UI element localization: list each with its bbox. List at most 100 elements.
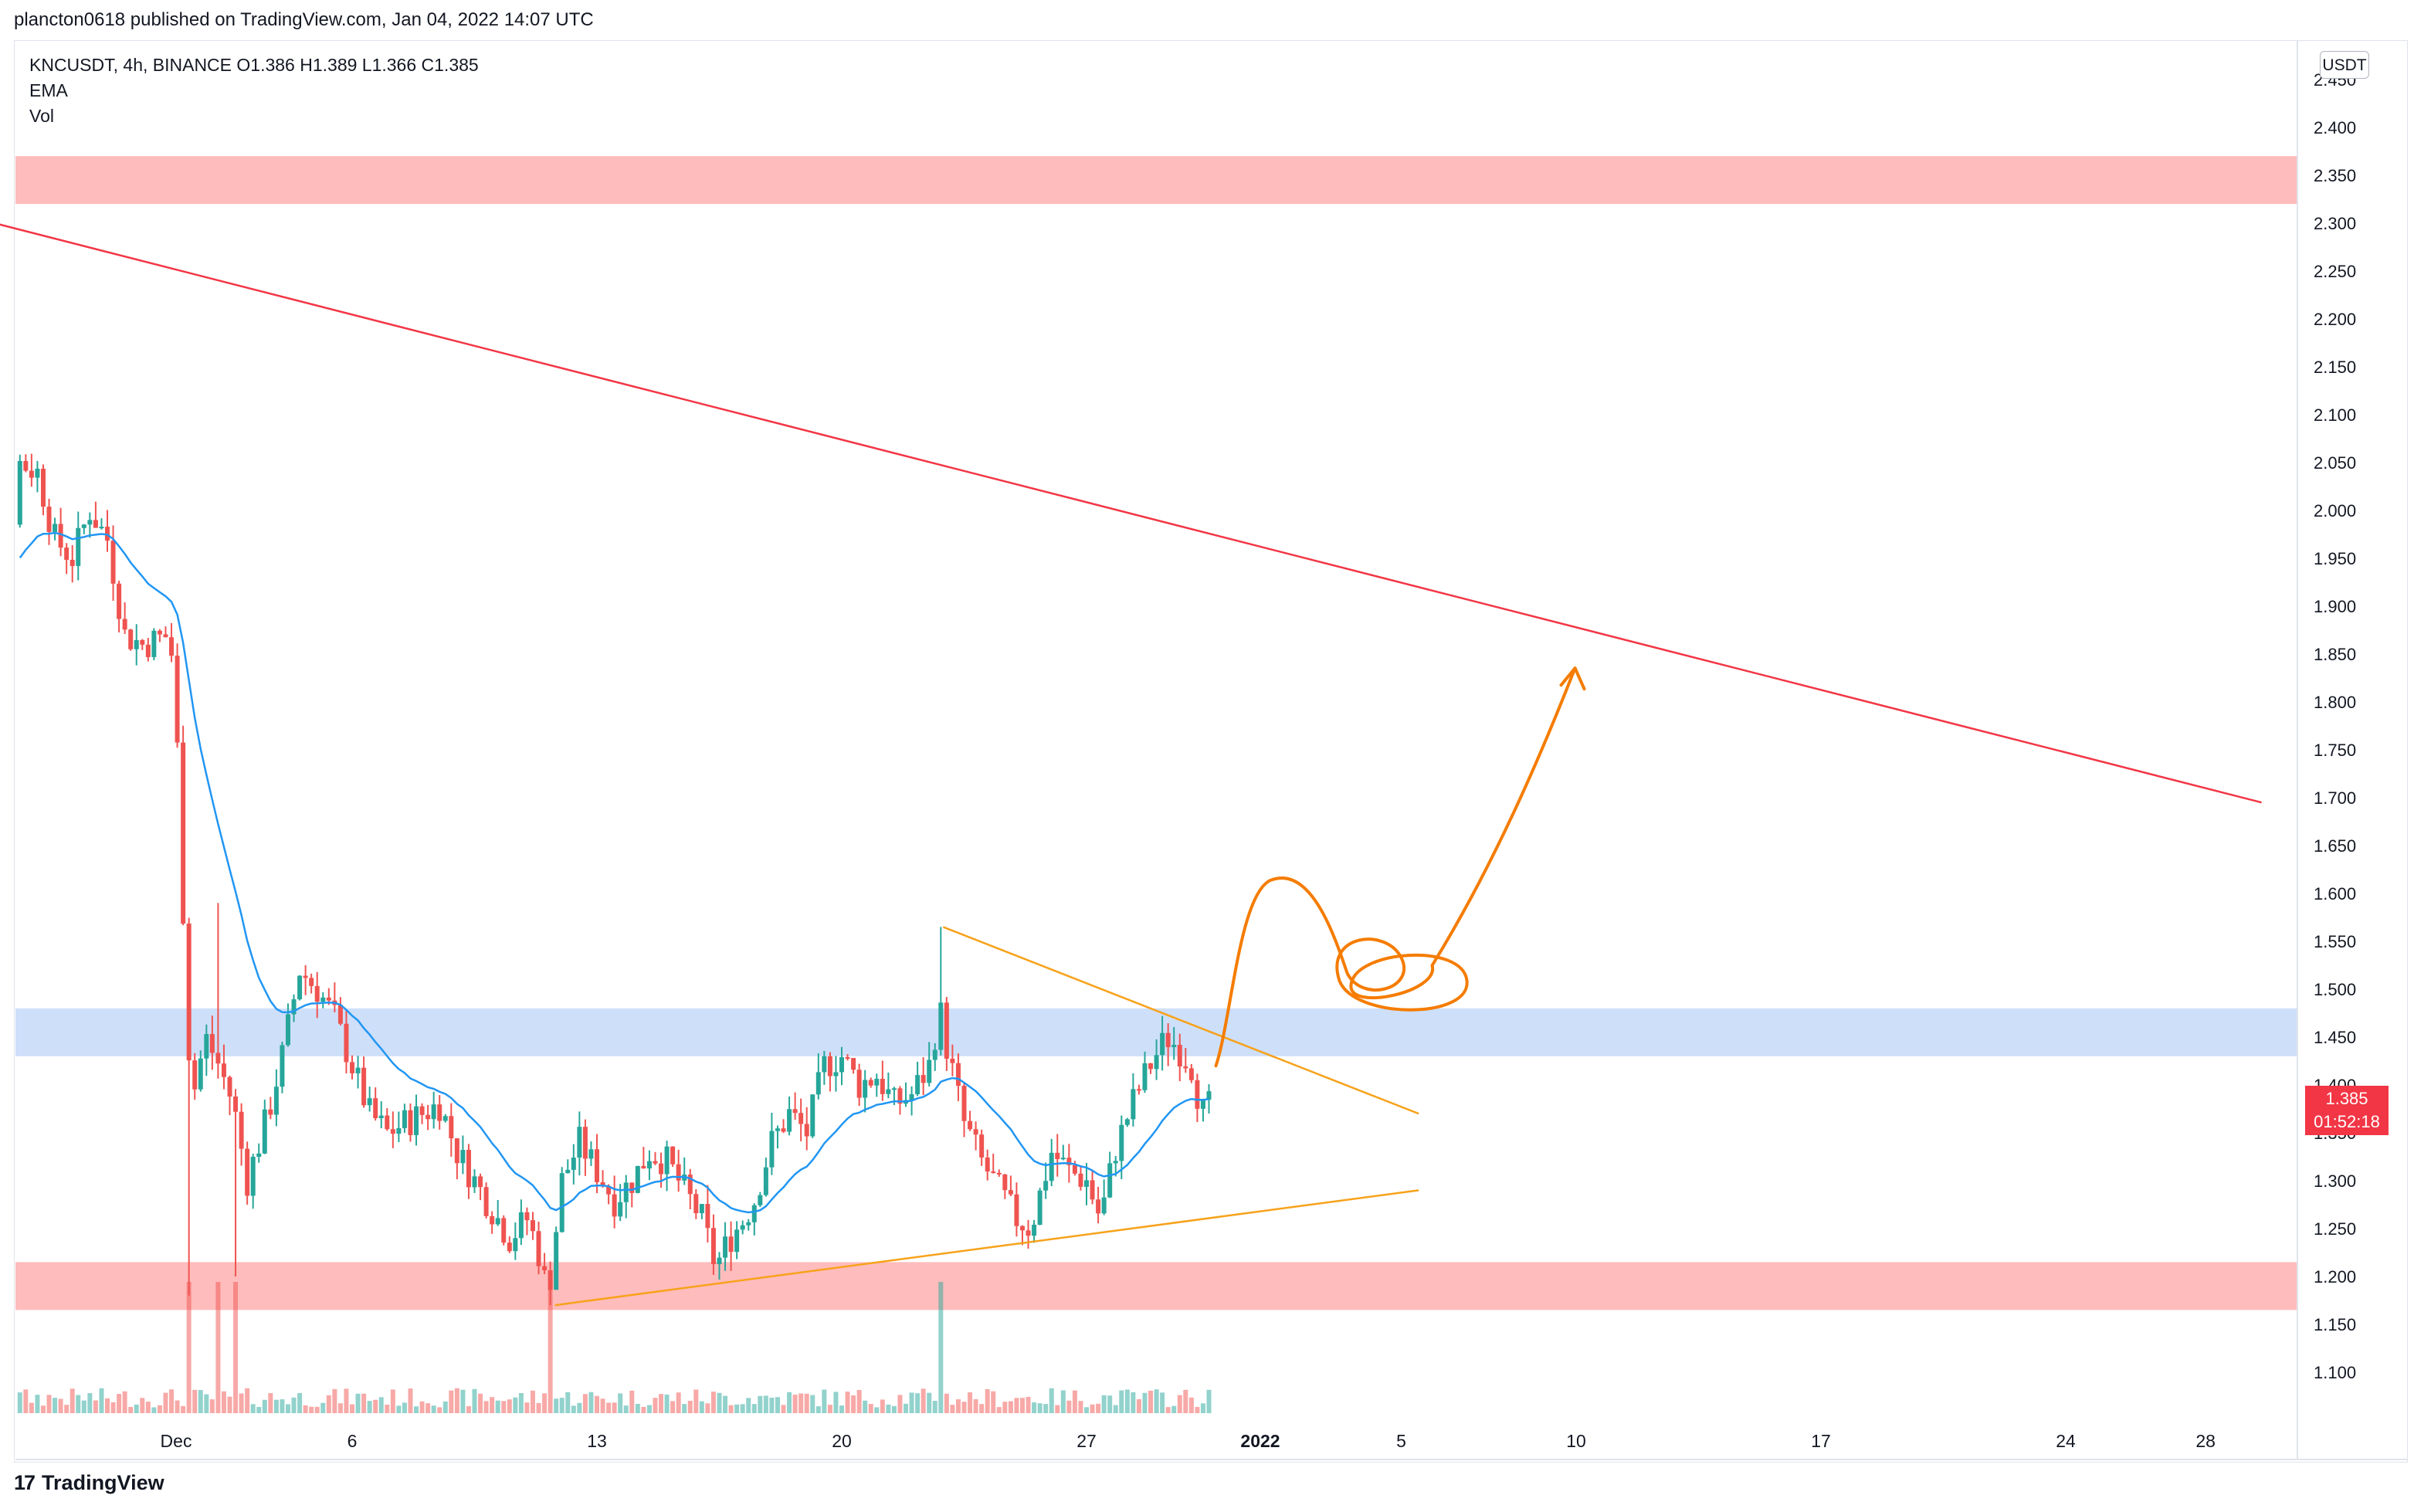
volume-bar: [350, 1404, 354, 1413]
candle-body: [775, 1128, 780, 1131]
price-tick-label: 1.850: [2314, 645, 2356, 664]
candle-body: [1154, 1055, 1159, 1070]
candle-body: [577, 1127, 582, 1158]
volume-bar: [245, 1388, 250, 1413]
volume-bar: [478, 1393, 483, 1413]
volume-bar: [1096, 1403, 1101, 1413]
volume-bar: [309, 1406, 314, 1413]
candle-body: [1101, 1197, 1107, 1214]
ema-indicator-label[interactable]: EMA: [29, 80, 68, 100]
candle-body: [337, 1005, 343, 1024]
candle-body: [501, 1218, 507, 1243]
volume-bar: [414, 1406, 419, 1413]
candle-body: [29, 470, 34, 478]
last-price-tag: 1.385 01:52:18: [2305, 1086, 2389, 1135]
volume-bar: [530, 1390, 535, 1413]
volume-bar: [1090, 1404, 1095, 1413]
volume-bar: [1160, 1392, 1165, 1413]
volume-bar: [612, 1402, 617, 1413]
volume-bar: [23, 1389, 29, 1413]
volume-bar: [64, 1405, 70, 1413]
volume-bar: [408, 1388, 413, 1413]
volume-bar: [886, 1404, 891, 1413]
volume-indicator-label[interactable]: Vol: [29, 106, 54, 126]
price-tick-label: 1.450: [2314, 1028, 2356, 1047]
candle-body: [973, 1129, 978, 1135]
candle-body: [128, 629, 134, 649]
candle-body: [1165, 1032, 1171, 1048]
candle-body: [868, 1080, 873, 1086]
volume-bar: [548, 1282, 553, 1413]
volume-bar: [571, 1405, 576, 1413]
volume-bar: [35, 1395, 40, 1413]
volume-bar: [588, 1392, 594, 1413]
volume-bar: [1131, 1392, 1136, 1413]
volume-bar: [320, 1402, 326, 1413]
candle-body: [350, 1062, 354, 1073]
volume-bar: [99, 1388, 104, 1413]
projection-drawing: [1214, 666, 1577, 1068]
volume-bar: [623, 1405, 629, 1413]
candle-body: [915, 1075, 921, 1094]
volume-bar: [996, 1407, 1002, 1413]
chart-frame: [14, 40, 2408, 1463]
candle-body: [728, 1236, 734, 1253]
volume-bar: [437, 1407, 442, 1413]
candle-body: [1026, 1230, 1031, 1236]
candle-body: [1124, 1119, 1130, 1125]
price-tick-label: 1.500: [2314, 980, 2356, 999]
candle-body: [1066, 1158, 1072, 1165]
candle-body: [157, 630, 162, 635]
candle-body: [909, 1093, 914, 1100]
volume-bar: [1078, 1401, 1083, 1413]
candle-body: [1032, 1224, 1037, 1236]
candle-body: [618, 1202, 623, 1217]
candle-body: [1084, 1180, 1089, 1187]
volume-bar: [1177, 1395, 1182, 1413]
candle-body: [93, 520, 98, 528]
candle-body: [746, 1222, 751, 1226]
volume-bar: [140, 1398, 145, 1413]
time-tick-label: 13: [587, 1431, 607, 1451]
candle-body: [1078, 1173, 1083, 1187]
candle-body: [1049, 1152, 1054, 1181]
candle-body: [1160, 1032, 1165, 1056]
volume-bar: [1165, 1407, 1171, 1413]
price-tick-label: 2.050: [2314, 453, 2356, 473]
volume-bar: [851, 1395, 856, 1413]
volume-bar: [863, 1400, 868, 1413]
volume-bar: [751, 1404, 757, 1413]
volume-bar: [833, 1392, 839, 1413]
candle-body: [17, 460, 22, 525]
volume-bar: [810, 1395, 815, 1413]
volume-bar: [186, 1282, 192, 1413]
candle-body: [110, 541, 116, 584]
candle-body: [955, 1063, 961, 1087]
volume-bar: [659, 1394, 664, 1413]
candle-body: [653, 1161, 658, 1164]
volume-bar: [76, 1395, 81, 1413]
volume-bar: [215, 1282, 221, 1413]
price-tick-label: 1.650: [2314, 836, 2356, 856]
volume-bar: [927, 1392, 932, 1413]
candle-body: [233, 1096, 239, 1112]
axis-layer: 1.1001.1501.2001.2501.3001.3501.4001.450…: [15, 40, 2408, 1460]
candle-body: [140, 639, 145, 645]
candle-body: [280, 1045, 285, 1087]
volume-bar: [466, 1405, 471, 1413]
volume-bar: [81, 1400, 86, 1413]
candle-body: [320, 997, 326, 1002]
zone-base: [15, 1262, 2297, 1310]
footer-brand[interactable]: 17 TradingView: [14, 1471, 164, 1495]
candle-body: [659, 1163, 664, 1175]
candle-body: [880, 1079, 885, 1094]
chart-legend: KNCUSDT, 4h, BINANCE O1.386 H1.389 L1.36…: [29, 53, 479, 129]
trendline-triangle-lower: [554, 1189, 1419, 1307]
currency-unit-button[interactable]: USDT: [2320, 51, 2369, 79]
volume-bar: [17, 1392, 22, 1413]
candle-body: [641, 1165, 646, 1169]
candle-body: [961, 1086, 967, 1121]
time-tick-label: 24: [2056, 1431, 2076, 1451]
candle-body: [612, 1194, 617, 1217]
